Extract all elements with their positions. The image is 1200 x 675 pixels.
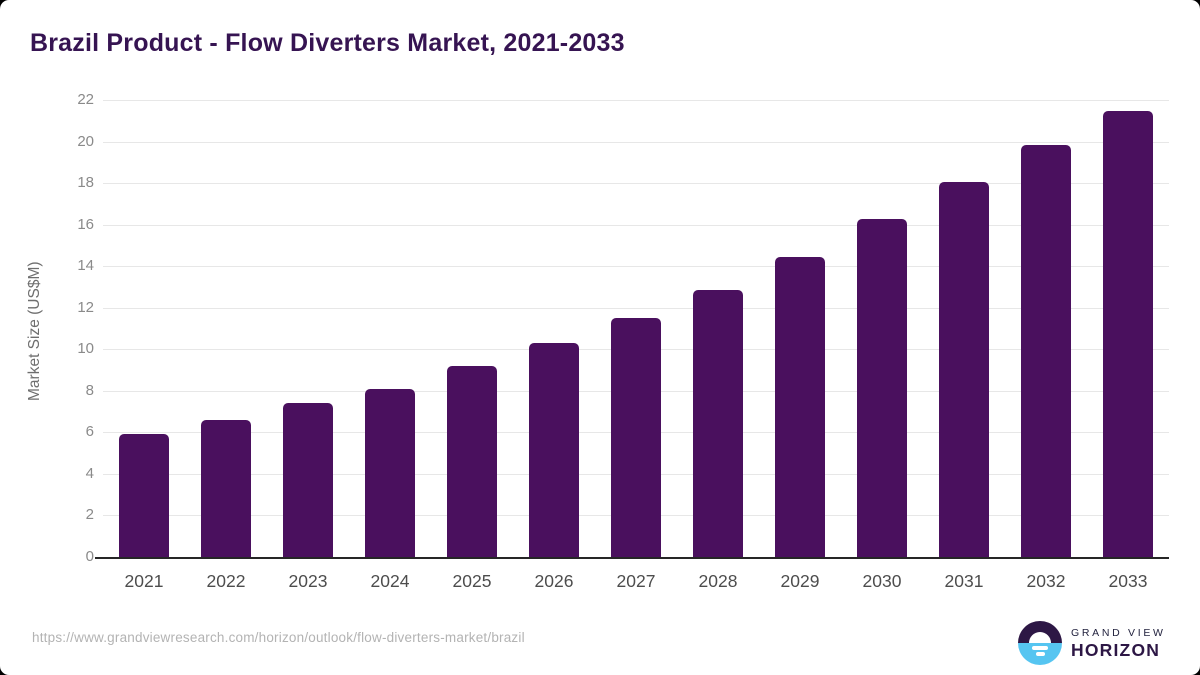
x-axis-label-2029: 2029 [780,571,820,591]
logo-text: GRAND VIEW HORIZON [1071,626,1166,660]
gridline-20 [103,141,1169,143]
y-tick-label-16: 16 [77,215,94,233]
bar-2028[interactable] [693,290,743,557]
bar-slot-2032 [1005,100,1087,557]
x-axis-label-2027: 2027 [616,571,656,591]
y-axis-title: Market Size (US$M) [26,261,43,401]
y-tick-label-4: 4 [85,464,94,482]
x-axis-label-2025: 2025 [452,571,492,591]
bar-2025[interactable] [447,365,497,557]
bar-2030[interactable] [857,219,907,557]
bar-2029[interactable] [775,256,825,557]
x-axis-label-2033: 2033 [1108,571,1148,591]
chart-title: Brazil Product - Flow Diverters Market, … [30,29,625,57]
x-axis-label-2026: 2026 [534,571,574,591]
bars-container [103,100,1169,557]
x-axis-label-2031: 2031 [944,571,984,591]
bar-2026[interactable] [529,343,579,557]
bar-slot-2029 [759,100,841,557]
x-axis-label-2030: 2030 [862,571,902,591]
horizon-sun-icon [1018,621,1062,665]
x-axis-label-2028: 2028 [698,571,738,591]
bar-2032[interactable] [1021,144,1071,557]
sun-reflection-icon [1032,646,1048,650]
y-tick-label-12: 12 [77,298,94,316]
bar-slot-2027 [595,100,677,557]
bar-2033[interactable] [1103,111,1153,557]
gridline-16 [103,224,1169,226]
bar-2024[interactable] [365,388,415,557]
x-axis-label-2024: 2024 [370,571,410,591]
y-tick-label-8: 8 [85,381,94,399]
bar-slot-2025 [431,100,513,557]
x-axis-line [95,557,1169,559]
gridline-18 [103,183,1169,185]
sun-dome-icon [1029,632,1051,643]
bar-2023[interactable] [283,403,333,557]
bar-slot-2022 [185,100,267,557]
x-axis-label-2023: 2023 [288,571,328,591]
bar-slot-2026 [513,100,595,557]
x-axis-label-2021: 2021 [124,571,164,591]
bar-slot-2028 [677,100,759,557]
source-url: https://www.grandviewresearch.com/horizo… [32,630,525,645]
x-axis-label-2032: 2032 [1026,571,1066,591]
y-tick-label-14: 14 [77,257,94,275]
y-tick-label-6: 6 [85,423,94,441]
logo-text-horizon: HORIZON [1071,640,1161,660]
y-tick-label-18: 18 [77,174,94,192]
bar-slot-2031 [923,100,1005,557]
bar-2021[interactable] [119,434,169,557]
bar-2027[interactable] [611,318,661,557]
bar-slot-2021 [103,100,185,557]
gridline-12 [103,307,1169,309]
sun-reflection-icon [1035,652,1045,656]
gridline-14 [103,266,1169,268]
bar-2022[interactable] [201,419,251,557]
y-tick-label-20: 20 [77,132,94,150]
plot-area [103,100,1169,557]
logo-text-grand-view: GRAND VIEW [1071,627,1166,639]
x-axis-labels: 2021 2022 2023 2024 2025 2026 2027 2028 2029 2030… [103,565,1169,592]
y-tick-label-10: 10 [77,340,94,358]
bar-slot-2033 [1087,100,1169,557]
bar-slot-2023 [267,100,349,557]
bar-slot-2030 [841,100,923,557]
gridline-22 [103,100,1169,101]
y-tick-label-0: 0 [85,548,94,565]
y-tick-label-22: 22 [77,91,94,108]
bar-2031[interactable] [939,182,989,557]
y-tick-label-2: 2 [85,506,94,524]
bar-slot-2024 [349,100,431,557]
x-axis-label-2022: 2022 [206,571,246,591]
grandview-horizon-logo: GRAND VIEW HORIZON [1018,621,1166,665]
